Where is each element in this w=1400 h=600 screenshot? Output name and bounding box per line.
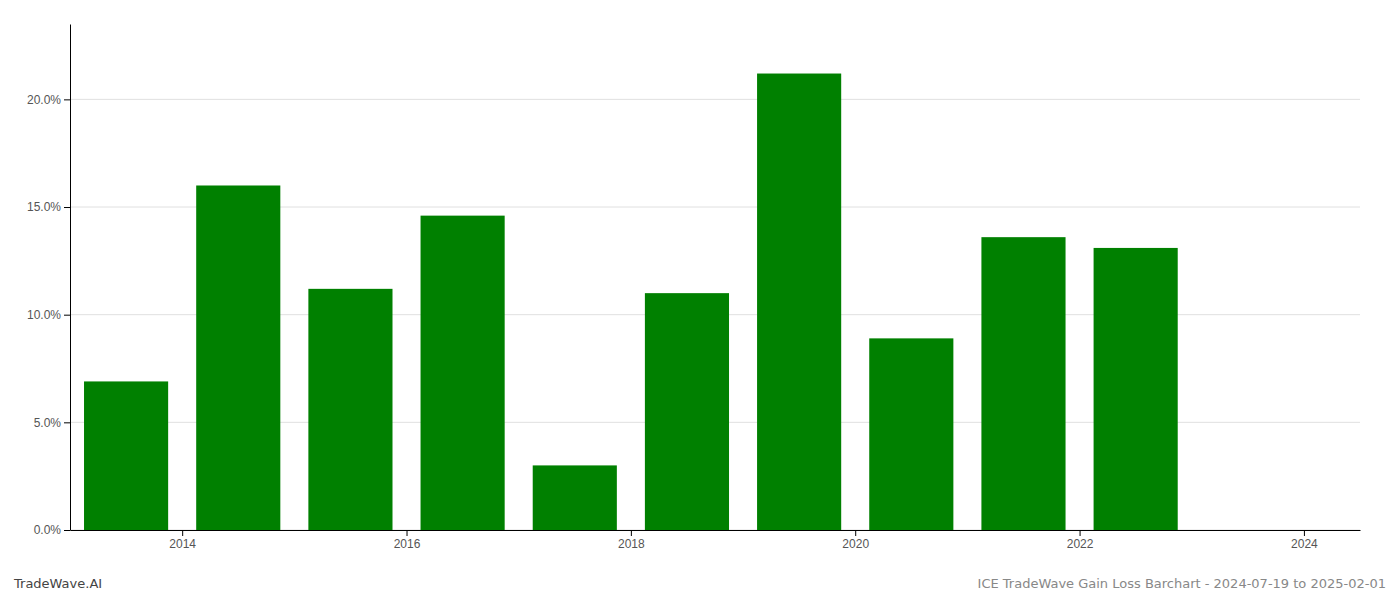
tick-mark [64, 530, 70, 531]
tick-mark [64, 207, 70, 208]
tick-label: 2022 [1067, 537, 1094, 551]
x-axis: 2014 2016 2018 2020 2022 2024 [71, 530, 1361, 551]
y-tick: 0.0% [34, 523, 70, 537]
tick-label: 2014 [169, 537, 196, 551]
bar [981, 237, 1065, 530]
grid-line [70, 99, 1360, 100]
axis-line [71, 530, 1361, 531]
tick-label: 10.0% [27, 308, 61, 322]
tick-mark [182, 530, 183, 536]
tick-mark [64, 422, 70, 423]
footer-right: ICE TradeWave Gain Loss Barchart - 2024-… [978, 576, 1386, 591]
y-axis: 0.0% 5.0% 10.0% 15.0% 20.0% [27, 25, 71, 538]
tick-label: 2018 [618, 537, 645, 551]
bar [869, 338, 953, 530]
y-tick: 20.0% [27, 93, 70, 107]
tick-label: 15.0% [27, 200, 61, 214]
bar [308, 289, 392, 530]
plot: 2014 2016 2018 2020 2022 2024 0.0% 5.0% 10.0% 15.… [27, 25, 1361, 551]
bar [757, 74, 841, 530]
x-tick: 2018 [618, 530, 645, 551]
tick-label: 2020 [842, 537, 869, 551]
bar [84, 381, 168, 530]
bar [645, 293, 729, 530]
tick-label: 2024 [1291, 537, 1318, 551]
tick-mark [1080, 530, 1081, 536]
x-tick: 2016 [394, 530, 421, 551]
tick-mark [407, 530, 408, 536]
bar [421, 216, 505, 530]
tick-mark [631, 530, 632, 536]
tick-mark [64, 99, 70, 100]
y-tick: 5.0% [34, 416, 70, 430]
x-tick: 2022 [1067, 530, 1094, 551]
tick-mark [1304, 530, 1305, 536]
x-tick: 2024 [1291, 530, 1318, 551]
bar [196, 185, 280, 530]
tick-label: 2016 [394, 537, 421, 551]
tick-mark [855, 530, 856, 536]
x-tick: 2020 [842, 530, 869, 551]
y-tick: 10.0% [27, 308, 70, 322]
chart: 2014 2016 2018 2020 2022 2024 0.0% 5.0% 10.0% 15.… [0, 0, 1400, 600]
tick-label: 20.0% [27, 93, 61, 107]
grid [70, 99, 1360, 530]
tick-mark [64, 315, 70, 316]
footer-left: TradeWave.AI [13, 576, 102, 591]
bars [84, 74, 1178, 530]
x-tick: 2014 [169, 530, 196, 551]
y-tick: 15.0% [27, 200, 70, 214]
tick-label: 0.0% [34, 523, 62, 537]
bar [1094, 248, 1178, 530]
tick-label: 5.0% [34, 416, 62, 430]
axis-line [70, 25, 71, 531]
bar [533, 465, 617, 530]
